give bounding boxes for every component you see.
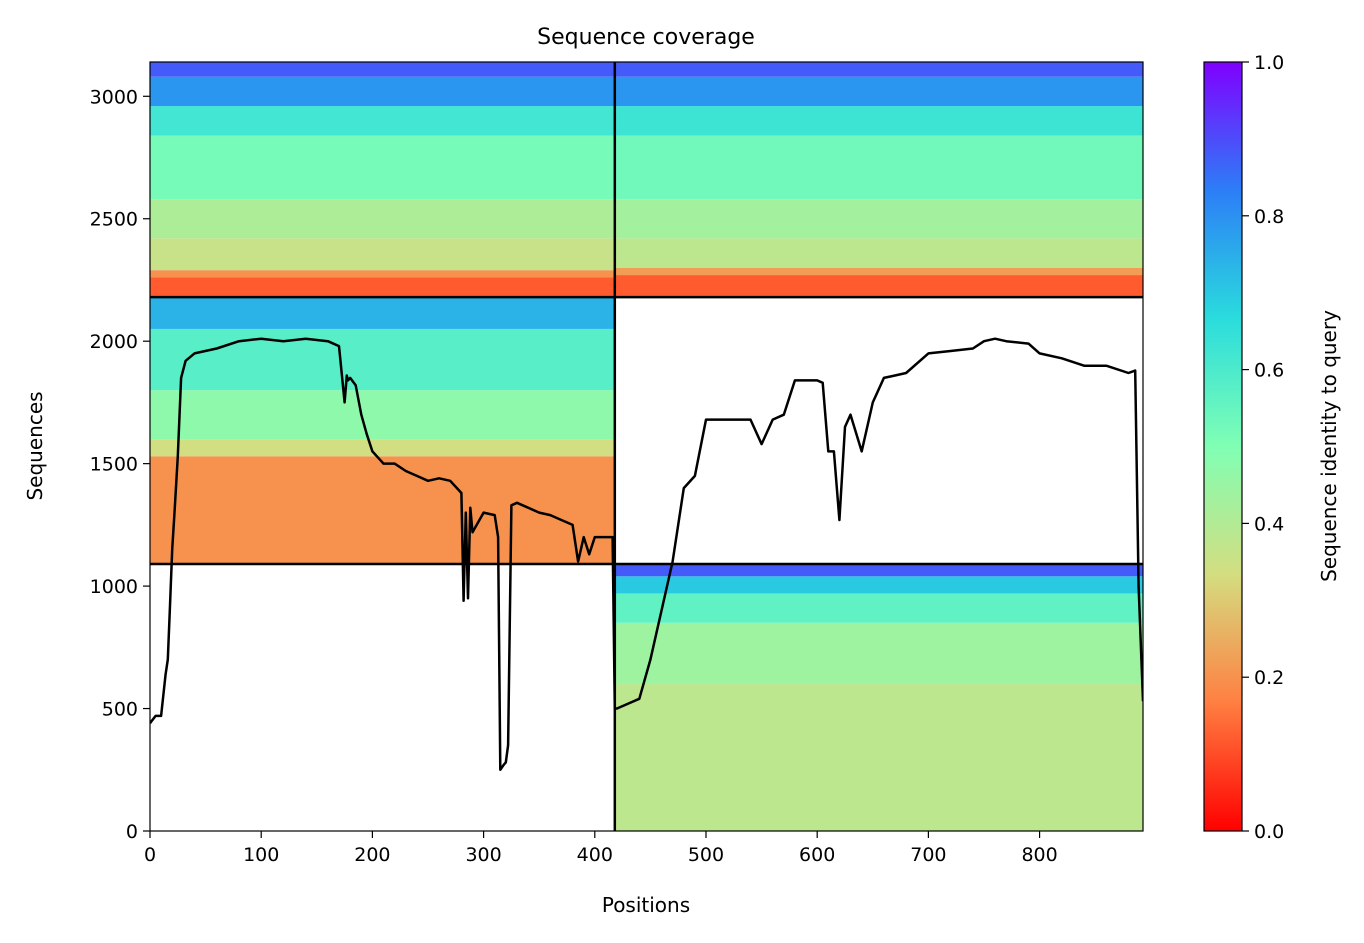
colorbar-tick-label: 1.0 xyxy=(1254,52,1284,74)
identity-band xyxy=(614,576,1143,594)
coverage-block-top-right xyxy=(614,62,1143,298)
coverage-block-bottom-right xyxy=(614,564,1143,831)
identity-band xyxy=(614,593,1143,623)
coverage-line xyxy=(150,337,1143,772)
identity-band xyxy=(150,277,615,298)
identity-band xyxy=(150,439,615,457)
y-tick-label: 1000 xyxy=(90,576,138,598)
identity-band xyxy=(614,622,1143,685)
identity-band xyxy=(150,106,615,136)
x-axis-label: Positions xyxy=(602,893,690,917)
identity-band xyxy=(150,199,615,239)
x-tick-label: 600 xyxy=(799,844,835,866)
colorbar-ticks: 0.0 0.2 0.4 0.6 0.8 1.0 xyxy=(1242,52,1284,843)
y-axis-label: Sequences xyxy=(23,391,47,500)
coverage-blocks xyxy=(150,62,1143,831)
plot-area xyxy=(150,62,1143,831)
identity-band xyxy=(150,238,615,271)
x-tick-label: 800 xyxy=(1021,844,1057,866)
x-tick-label: 300 xyxy=(465,844,501,866)
colorbar-tick-label: 0.8 xyxy=(1254,206,1284,228)
identity-band xyxy=(150,390,615,440)
identity-band xyxy=(614,76,1143,107)
identity-band xyxy=(150,297,615,329)
y-tick-label: 500 xyxy=(102,699,138,721)
y-axis-ticks: 0 500 1000 1500 2000 2500 3000 xyxy=(90,86,150,843)
identity-band xyxy=(150,328,615,391)
colorbar-tick-label: 0.4 xyxy=(1254,513,1284,535)
identity-band xyxy=(614,684,1143,831)
colorbar-tick-label: 0.6 xyxy=(1254,360,1284,382)
identity-band xyxy=(150,76,615,107)
x-tick-label: 400 xyxy=(577,844,613,866)
x-tick-label: 100 xyxy=(243,844,279,866)
identity-band xyxy=(150,270,615,278)
y-tick-label: 0 xyxy=(126,821,138,843)
identity-band xyxy=(614,564,1143,577)
coverage-block-middle-left xyxy=(150,297,615,565)
identity-band xyxy=(614,62,1143,77)
identity-band xyxy=(614,267,1143,276)
colorbar-tick-label: 0.2 xyxy=(1254,667,1284,689)
colorbar-label: Sequence identity to query xyxy=(1317,310,1341,582)
colorbar-tick-label: 0.0 xyxy=(1254,821,1284,843)
identity-band xyxy=(614,238,1143,268)
identity-band xyxy=(614,106,1143,136)
identity-band xyxy=(614,275,1143,298)
x-tick-label: 200 xyxy=(354,844,390,866)
identity-band xyxy=(614,199,1143,239)
coverage-block-top-left xyxy=(150,62,615,298)
y-tick-label: 1500 xyxy=(90,454,138,476)
identity-band xyxy=(614,135,1143,200)
x-axis-ticks: 0 100 200 300 400 500 600 700 800 xyxy=(144,831,1058,866)
y-tick-label: 2000 xyxy=(90,331,138,353)
x-tick-label: 700 xyxy=(910,844,946,866)
y-tick-label: 2500 xyxy=(90,209,138,231)
identity-band xyxy=(150,135,615,200)
colorbar-gradient xyxy=(1203,61,1243,832)
x-tick-label: 500 xyxy=(688,844,724,866)
chart-title: Sequence coverage xyxy=(537,25,755,50)
identity-band xyxy=(150,62,615,77)
y-tick-label: 3000 xyxy=(90,86,138,108)
colorbar: 0.0 0.2 0.4 0.6 0.8 1.0 Sequence identity to … xyxy=(1203,52,1341,843)
identity-band xyxy=(150,456,615,565)
plot-frame xyxy=(149,61,1144,832)
x-tick-label: 0 xyxy=(144,844,156,866)
